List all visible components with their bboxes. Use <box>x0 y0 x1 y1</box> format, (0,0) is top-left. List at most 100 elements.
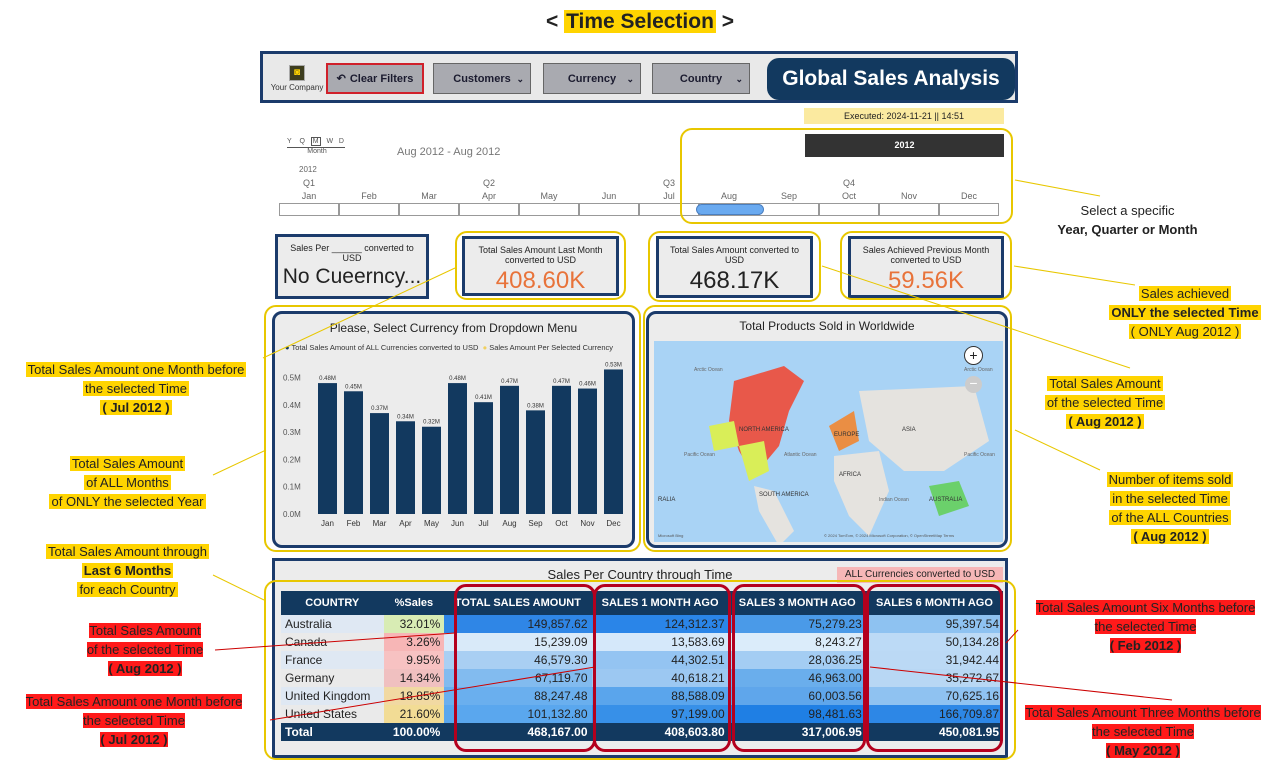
column-header[interactable]: SALES 6 MONTH AGO <box>865 591 1003 615</box>
highlight-total <box>648 231 821 302</box>
timeline-month-mar[interactable]: Mar <box>421 191 437 201</box>
timeline-cell[interactable] <box>459 203 519 216</box>
bar-apr[interactable] <box>396 421 415 514</box>
table-cell: 8,243.27 <box>728 633 866 651</box>
gran-w[interactable]: W <box>326 138 334 145</box>
currency-dropdown[interactable]: Currency ⌄ <box>543 63 641 94</box>
x-tick-label: Nov <box>580 519 594 528</box>
bar-sep[interactable] <box>526 410 545 514</box>
timeline-month-apr[interactable]: Apr <box>481 191 496 201</box>
column-header[interactable]: TOTAL SALES AMOUNT <box>444 591 592 615</box>
bar-feb[interactable] <box>344 391 363 514</box>
bar-mar[interactable] <box>370 413 389 514</box>
gran-q[interactable]: Q <box>299 138 305 145</box>
timeline-cell[interactable] <box>879 203 939 216</box>
annotation-time-select: Select a specific Year, Quarter or Month <box>1057 203 1198 237</box>
bar-may[interactable] <box>422 426 441 514</box>
map-credit: © 2024 TomTom, © 2024 Microsoft Corporat… <box>824 533 954 538</box>
table-cell: 95,397.54 <box>865 615 1003 633</box>
timeline-quarter[interactable]: Q2 <box>482 178 495 188</box>
gran-m[interactable]: M <box>310 137 321 146</box>
granularity-selector[interactable]: Y Q M W D Month <box>287 137 357 155</box>
table-row[interactable]: Australia 32.01% 149,857.62 124,312.37 75,27… <box>281 615 1003 633</box>
timeline-quarter[interactable]: Q1 <box>302 178 315 188</box>
timeline-year: 2012 <box>299 165 317 174</box>
gran-y[interactable]: Y <box>287 138 292 145</box>
column-header[interactable]: %Sales <box>383 591 445 615</box>
annotation-last-six-months: Total Sales Amount through Last 6 Months… <box>46 544 209 597</box>
timeline-range: Aug 2012 - Aug 2012 <box>397 146 501 158</box>
timeline-cell[interactable] <box>819 203 879 216</box>
annotation-items-sold: Number of items sold in the selected Tim… <box>1106 472 1234 544</box>
card-last-month: Total Sales Amount Last Month converted … <box>462 236 619 296</box>
x-tick-label: Feb <box>347 519 361 528</box>
clear-filters-button[interactable]: ↶ Clear Filters <box>326 63 424 94</box>
column-header[interactable]: COUNTRY <box>281 591 384 615</box>
y-tick-label: 0.3M <box>283 428 301 437</box>
bar-aug[interactable] <box>500 385 519 514</box>
timeline-cell[interactable] <box>579 203 639 216</box>
timeline-quarter[interactable]: Q4 <box>842 178 855 188</box>
bar-oct[interactable] <box>552 385 571 514</box>
table-cell: 46,579.30 <box>444 651 592 669</box>
zoom-out-icon[interactable]: − <box>965 376 982 393</box>
timeline-cell[interactable] <box>519 203 579 216</box>
table-cell: 75,279.23 <box>728 615 866 633</box>
map-label: EUROPE <box>834 432 859 438</box>
timeline-quarter[interactable]: Q3 <box>662 178 675 188</box>
bar-jan[interactable] <box>318 383 337 514</box>
x-tick-label: Jul <box>478 519 488 528</box>
x-tick-label: May <box>424 519 439 528</box>
bar-nov[interactable] <box>578 388 597 514</box>
timeline-cell[interactable] <box>279 203 339 216</box>
map-logo: Microsoft Bing <box>658 533 683 538</box>
timeline-month-nov[interactable]: Nov <box>900 191 917 201</box>
timeline-cell[interactable] <box>339 203 399 216</box>
chevron-down-icon: ⌄ <box>735 74 743 84</box>
bar-data-label: 0.37M <box>371 406 388 412</box>
column-header[interactable]: SALES 1 MONTH AGO <box>591 591 729 615</box>
timeline-month-feb[interactable]: Feb <box>361 191 377 201</box>
timeline-month-oct[interactable]: Oct <box>841 191 856 201</box>
x-tick-label: Mar <box>373 519 387 528</box>
timeline-month-jul[interactable]: Jul <box>663 191 675 201</box>
annotation-table-3m: Total Sales Amount Three Months before t… <box>1025 705 1261 758</box>
table-cell: 88,588.09 <box>591 687 729 705</box>
bar-jul[interactable] <box>474 402 493 514</box>
year-band[interactable]: 2012 <box>805 134 1004 157</box>
table-cell: 124,312.37 <box>591 615 729 633</box>
timeline-month-aug[interactable]: Aug <box>720 191 737 201</box>
table-cell: 50,134.28 <box>865 633 1003 651</box>
world-map[interactable]: Arctic Ocean Arctic Ocean NORTH AMERICA … <box>654 341 1003 542</box>
highlight-last-month <box>455 231 626 300</box>
annotation-total-selected: Total Sales Amount of the selected Time … <box>1044 376 1166 429</box>
bar-chart: 0.5M 0.4M 0.3M 0.2M 0.1M 0.0M 0.48M Jan 0.45M Feb… <box>283 362 623 528</box>
map-label: Atlantic Ocean <box>784 452 817 458</box>
y-tick-label: 0.4M <box>283 401 301 410</box>
timeline-selection-handle[interactable] <box>696 204 764 215</box>
column-header[interactable]: SALES 3 MONTH AGO <box>728 591 866 615</box>
table-row[interactable]: France 9.95% 46,579.30 44,302.51 28,036.25 31… <box>281 651 1003 669</box>
highlight-3m-col <box>732 584 866 752</box>
bar-jun[interactable] <box>448 383 467 514</box>
bar-data-label: 0.41M <box>475 395 492 401</box>
x-tick-label: Dec <box>606 519 620 528</box>
chevron-down-icon: ⌄ <box>626 74 634 84</box>
timeline-cell[interactable] <box>399 203 459 216</box>
bar-dec[interactable] <box>604 369 623 514</box>
map-label: Arctic Ocean <box>694 367 723 373</box>
gran-d[interactable]: D <box>338 138 344 145</box>
timeline-cell[interactable] <box>939 203 999 216</box>
table-cell: 44,302.51 <box>591 651 729 669</box>
timeline-month-jun[interactable]: Jun <box>601 191 617 201</box>
annotation-one-month-before: Total Sales Amount one Month before the … <box>25 362 247 415</box>
highlight-timeline <box>680 128 1013 224</box>
y-tick-label: 0.0M <box>283 510 301 519</box>
customers-dropdown[interactable]: Customers ⌄ <box>433 63 531 94</box>
timeline-month-may[interactable]: May <box>540 191 558 201</box>
country-dropdown[interactable]: Country ⌄ <box>652 63 750 94</box>
timeline-month-jan[interactable]: Jan <box>301 191 317 201</box>
timeline-month-dec[interactable]: Dec <box>960 191 977 201</box>
total-cell: 450,081.95 <box>865 723 1003 741</box>
timeline-month-sep[interactable]: Sep <box>780 191 797 201</box>
